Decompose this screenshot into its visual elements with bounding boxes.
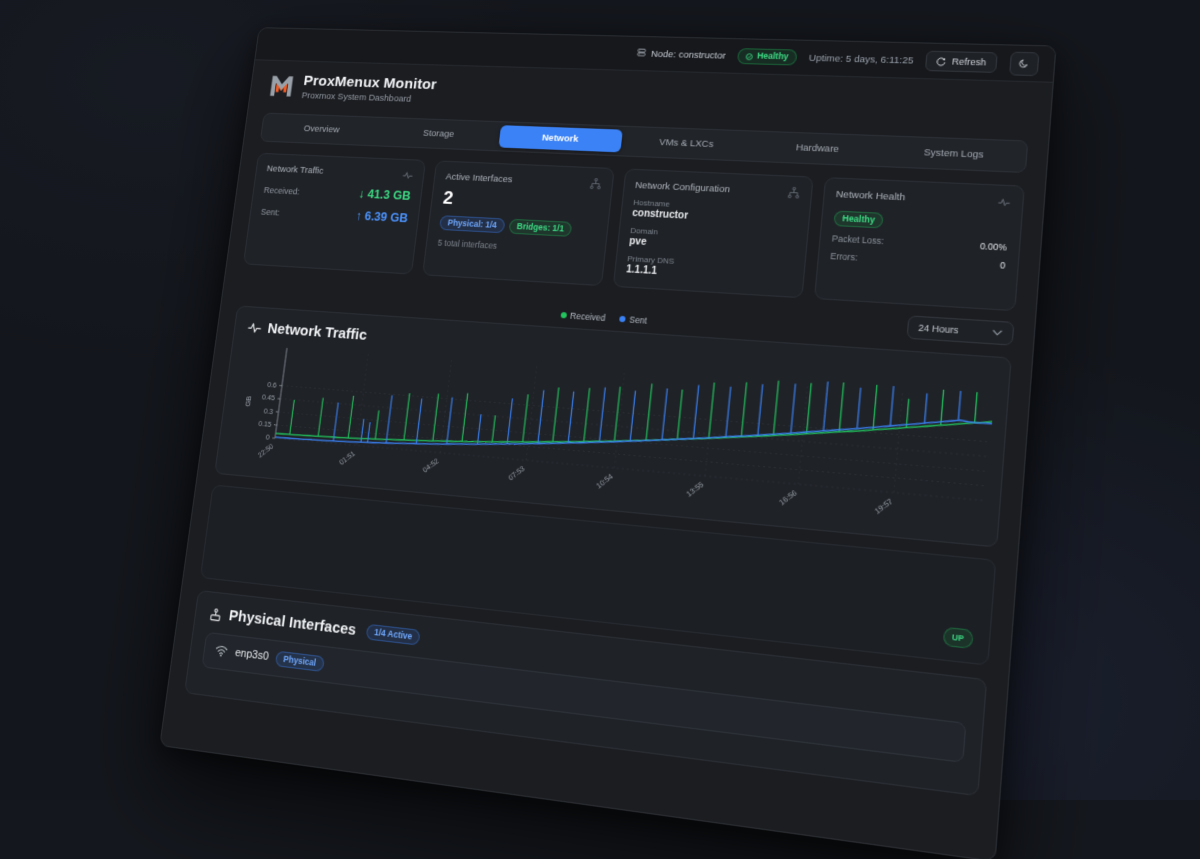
svg-text:16:56: 16:56 [777, 488, 798, 507]
received-row: Received: ↓ 41.3 GB [263, 182, 411, 202]
wifi-icon [214, 645, 228, 659]
interface-chips: Physical: 1/4 Bridges: 1/1 [439, 215, 596, 238]
received-label: Received: [263, 185, 300, 196]
card-title: Network Health [835, 189, 905, 203]
physical-interfaces-title: Physical Interfaces [228, 607, 357, 639]
legend-label-received: Received [570, 310, 606, 322]
chart-title: Network Traffic [267, 320, 368, 344]
field-primary-dns: Primary DNS 1.1.1.1 [626, 254, 793, 285]
chevron-down-icon [992, 329, 1003, 336]
packet-loss-row: Packet Loss: 0.00% [832, 233, 1008, 253]
activity-icon [402, 169, 414, 180]
svg-text:10:54: 10:54 [594, 472, 614, 491]
chip-bridges: Bridges: 1/1 [508, 219, 572, 237]
node-label: Node: constructor [650, 48, 726, 61]
received-value: ↓ 41.3 GB [358, 187, 412, 203]
svg-text:0.45: 0.45 [262, 393, 276, 403]
activity-icon [998, 196, 1011, 208]
interface-name: enp3s0 [234, 647, 269, 663]
uptime-label: Uptime: 5 days, 6:11:25 [808, 52, 913, 66]
perspective-stage: Node: constructor Healthy Uptime: 5 days… [0, 0, 1200, 800]
svg-text:GB: GB [244, 395, 253, 406]
active-interfaces-count: 2 [442, 189, 599, 215]
tab-hardware[interactable]: Hardware [751, 134, 885, 162]
legend-dot-sent [619, 316, 626, 323]
tab-network[interactable]: Network [498, 125, 622, 152]
interface-type-badge: Physical [275, 650, 325, 672]
svg-text:0.3: 0.3 [263, 406, 273, 415]
card-title: Active Interfaces [445, 171, 513, 185]
network-icon [589, 178, 601, 189]
svg-text:04:52: 04:52 [421, 456, 440, 474]
refresh-button[interactable]: Refresh [925, 51, 997, 73]
server-icon [637, 49, 647, 59]
active-count-badge: 1/4 Active [366, 623, 421, 645]
svg-text:07:53: 07:53 [507, 464, 527, 483]
total-interfaces-note: 5 total interfaces [437, 238, 594, 257]
svg-text:19:57: 19:57 [873, 496, 895, 516]
node-indicator: Node: constructor [637, 48, 727, 61]
errors-label: Errors: [830, 251, 858, 263]
card-title: Network Configuration [635, 180, 731, 195]
legend-dot-received [560, 312, 567, 318]
svg-text:0.15: 0.15 [258, 419, 272, 429]
field-hostname: Hostname constructor [632, 198, 798, 227]
svg-text:22:50: 22:50 [257, 442, 275, 460]
tab-system-logs[interactable]: System Logs [885, 139, 1024, 168]
proxmenux-logo [268, 73, 296, 100]
chip-physical: Physical: 1/4 [439, 215, 505, 233]
status-pill-up: UP [942, 626, 973, 648]
svg-text:0.6: 0.6 [267, 380, 277, 389]
legend-item-received: Received [560, 310, 606, 323]
card-network-configuration: Network Configuration Hostname construct… [612, 168, 813, 298]
status-badge: Healthy [737, 48, 797, 65]
health-badge-label: Healthy [757, 52, 789, 62]
packet-loss-value: 0.00% [980, 241, 1008, 253]
tab-vms-lxcs[interactable]: VMs & LXCs [622, 130, 751, 158]
sent-value: ↑ 6.39 GB [355, 209, 409, 225]
card-active-interfaces: Active Interfaces 2 Physical: 1/4 Bridge… [422, 160, 614, 286]
check-circle-icon [746, 53, 754, 60]
legend-label-sent: Sent [629, 314, 648, 325]
sent-label: Sent: [260, 207, 280, 217]
interface-icon [208, 605, 224, 622]
errors-value: 0 [1000, 260, 1006, 271]
field-domain: Domain pve [629, 226, 796, 256]
card-network-traffic: Network Traffic Received: ↓ 41.3 GB Sent… [243, 153, 426, 275]
card-network-health: Network Health Healthy Packet Loss: 0.00… [814, 177, 1025, 311]
legend-item-sent: Sent [619, 314, 648, 326]
svg-text:0: 0 [265, 433, 270, 442]
refresh-label: Refresh [952, 56, 987, 67]
refresh-icon [937, 57, 947, 66]
tab-storage[interactable]: Storage [379, 121, 499, 148]
moon-icon [1018, 58, 1030, 69]
activity-icon [247, 320, 262, 335]
dashboard-window: Node: constructor Healthy Uptime: 5 days… [159, 27, 1056, 859]
tab-overview[interactable]: Overview [264, 116, 380, 142]
card-title: Network Traffic [266, 163, 324, 176]
sent-row: Sent: ↑ 6.39 GB [260, 204, 408, 225]
network-icon [787, 187, 800, 199]
theme-toggle-button[interactable] [1009, 51, 1039, 75]
errors-row: Errors: 0 [830, 251, 1006, 271]
health-status-badge: Healthy [833, 210, 884, 228]
svg-text:13:55: 13:55 [685, 480, 706, 499]
svg-text:01:51: 01:51 [338, 449, 357, 467]
packet-loss-label: Packet Loss: [832, 233, 885, 246]
